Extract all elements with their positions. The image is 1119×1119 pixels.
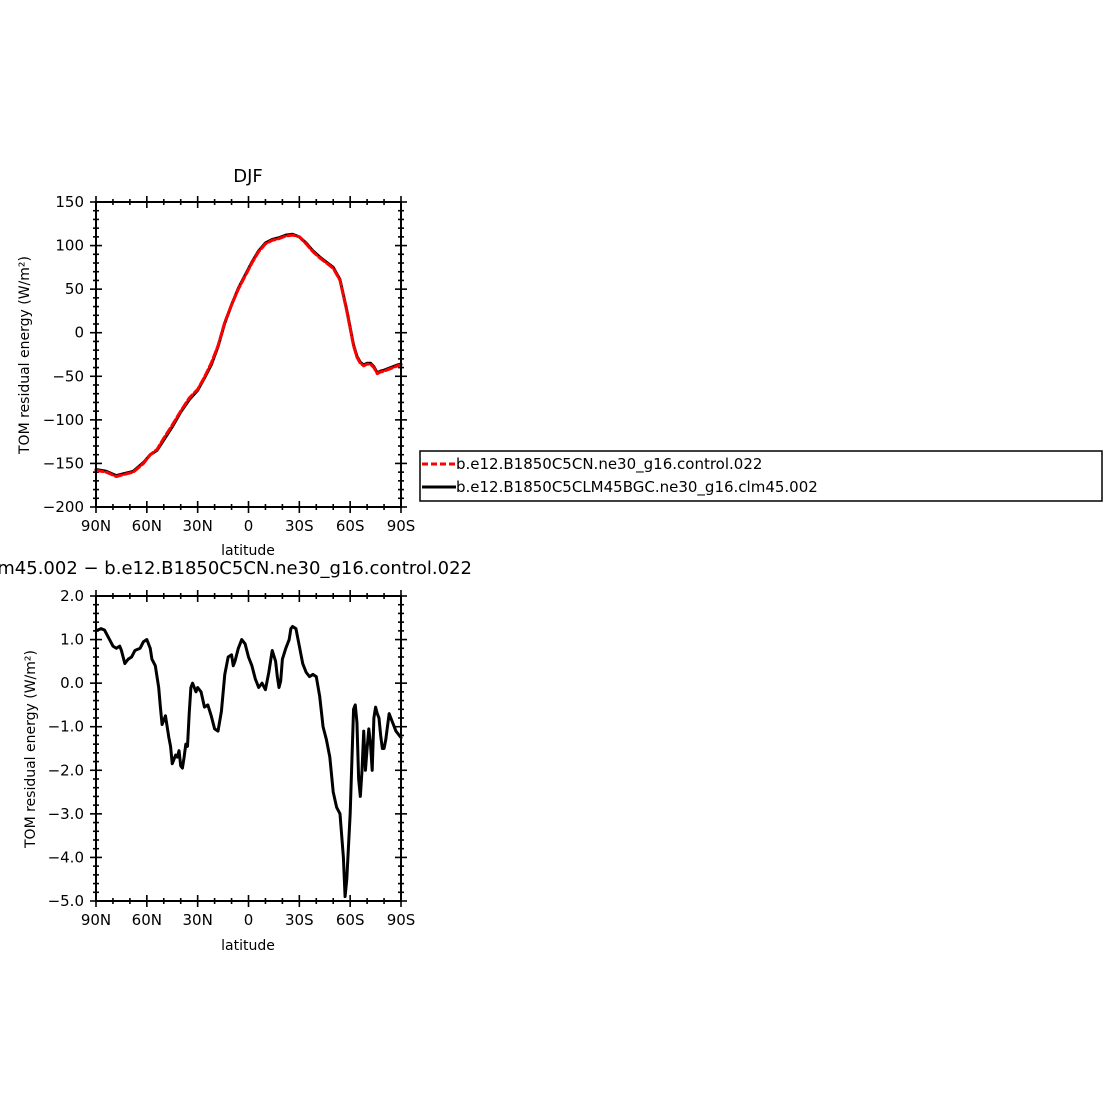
top-chart-title: DJF — [233, 166, 263, 187]
top-xtick-label: 60N — [132, 517, 162, 535]
top-ytick-label: 100 — [55, 237, 84, 255]
bottom-ytick-label: 2.0 — [60, 587, 84, 605]
top-y-axis-label: TOM residual energy (W/m²) — [17, 256, 33, 455]
top-series-line-control — [94, 233, 403, 478]
bottom-xtick-label: 60N — [132, 911, 162, 929]
top-xtick-label: 90S — [387, 517, 416, 535]
bottom-ytick-label: −3.0 — [48, 805, 84, 823]
top-xtick-label: 30S — [285, 517, 314, 535]
bottom-ytick-label: −2.0 — [48, 761, 84, 779]
bottom-ytick-label: −5.0 — [48, 892, 84, 910]
legend: b.e12.B1850C5CN.ne30_g16.control.022 b.e… — [419, 450, 1103, 502]
bottom-xtick-label: 90S — [387, 911, 416, 929]
bottom-ytick-label: 0.0 — [60, 674, 84, 692]
top-panel: DJF TOM residual energy (W/m²) latitude … — [17, 166, 415, 559]
bottom-panel: b.e12.B1850C5CLM45BGC.ne30_g16.clm45.002… — [0, 558, 472, 954]
bottom-xtick-label: 30N — [183, 911, 213, 929]
top-ytick-label: −100 — [43, 411, 84, 429]
top-ytick-label: 50 — [65, 280, 84, 298]
bottom-xtick-label: 60S — [336, 911, 365, 929]
top-x-axis-label: latitude — [221, 543, 275, 559]
bottom-plot-frame — [95, 595, 402, 902]
bottom-series-line-clm45 — [94, 625, 403, 899]
bottom-chart-title: b.e12.B1850C5CLM45BGC.ne30_g16.clm45.002… — [0, 558, 472, 579]
top-xtick-label: 0 — [244, 517, 254, 535]
legend-label-control: b.e12.B1850C5CN.ne30_g16.control.022 — [456, 455, 762, 474]
top-ytick-label: 0 — [74, 324, 84, 342]
bottom-ytick-label: 1.0 — [60, 631, 84, 649]
top-ytick-label: −150 — [43, 454, 84, 472]
top-plot-frame — [95, 201, 402, 508]
bottom-x-axis-label: latitude — [221, 938, 275, 954]
bottom-ytick-label: −1.0 — [48, 718, 84, 736]
bottom-ytick-label: −4.0 — [48, 848, 84, 866]
bottom-xtick-label: 90N — [81, 911, 111, 929]
legend-box — [419, 450, 1103, 502]
top-ytick-label: −50 — [52, 367, 84, 385]
bottom-y-axis-label: TOM residual energy (W/m²) — [23, 650, 39, 849]
top-xtick-label: 30N — [183, 517, 213, 535]
bottom-xtick-label: 30S — [285, 911, 314, 929]
bottom-xtick-label: 0 — [244, 911, 254, 929]
top-ytick-label: 150 — [55, 193, 84, 211]
top-ytick-label: −200 — [43, 498, 84, 516]
top-xtick-label: 90N — [81, 517, 111, 535]
top-xtick-label: 60S — [336, 517, 365, 535]
legend-label-clm45: b.e12.B1850C5CLM45BGC.ne30_g16.clm45.002 — [456, 478, 818, 497]
